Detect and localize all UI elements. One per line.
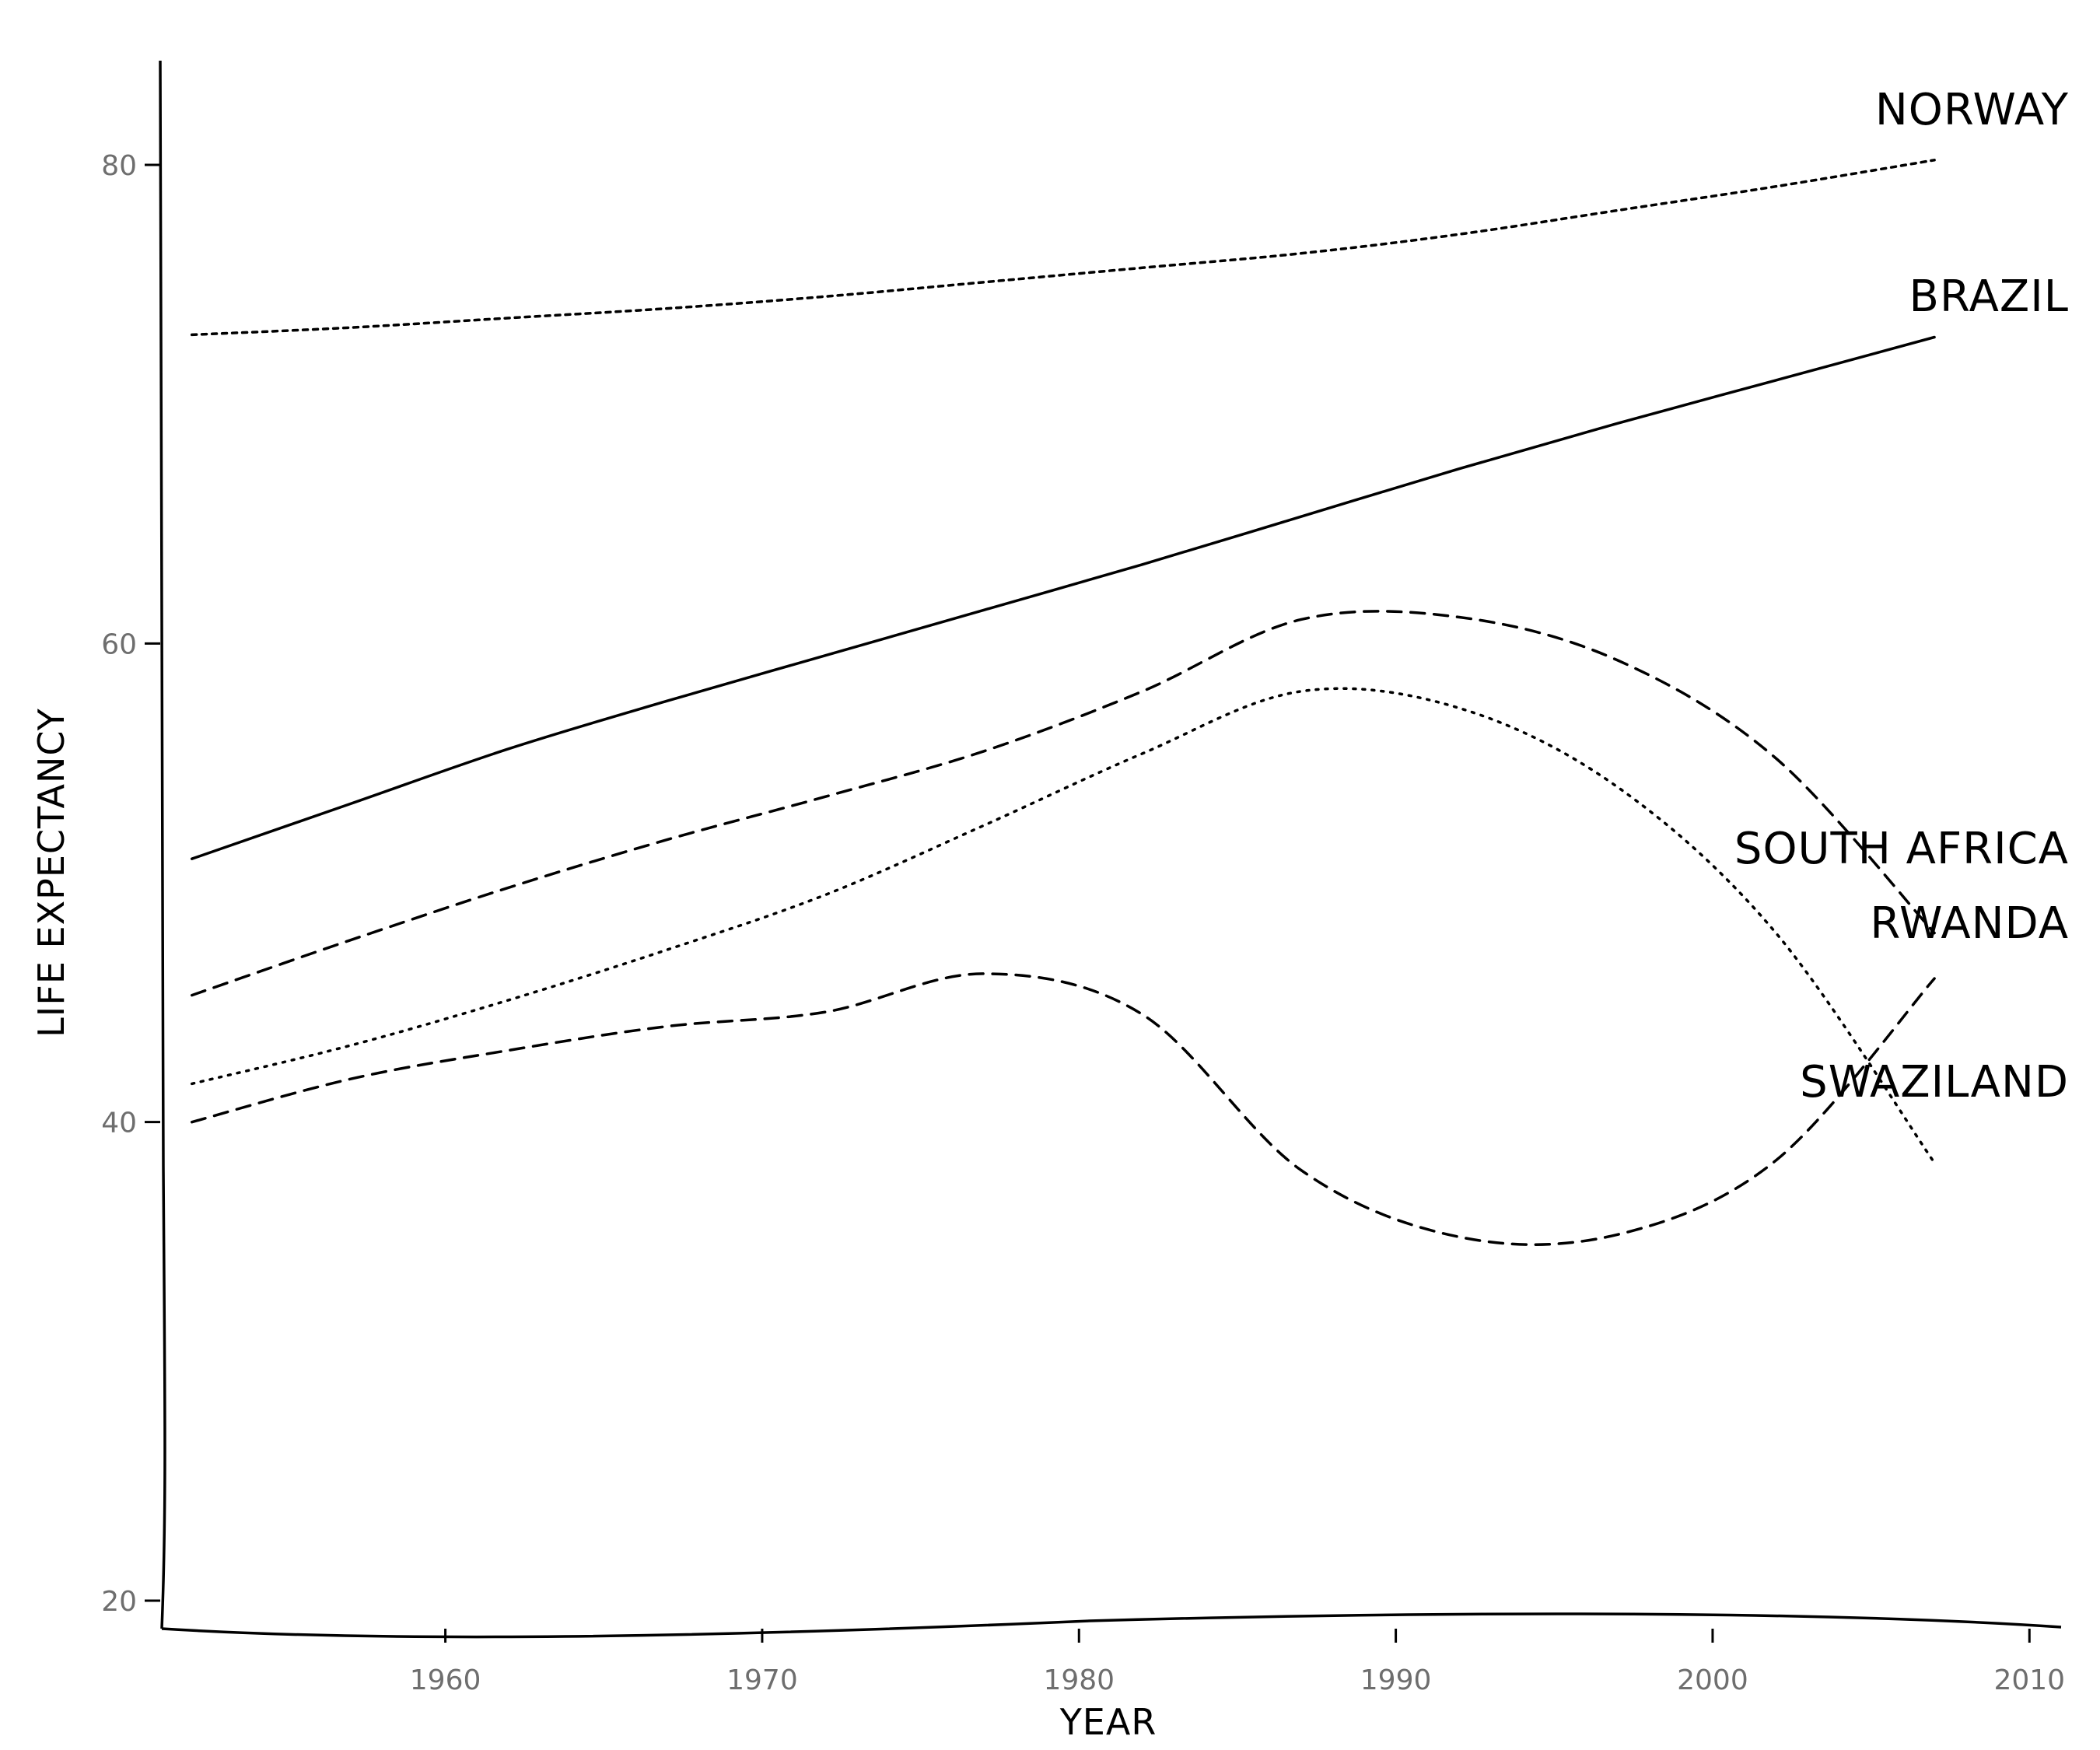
x-tick-label-2000: 2000	[1677, 1664, 1748, 1696]
series-line-norway	[190, 159, 1936, 337]
series-lines	[190, 159, 1936, 1246]
y-tick-label-40: 40	[101, 1108, 137, 1139]
series-line-brazil	[190, 335, 1936, 860]
series-line-swaziland	[190, 687, 1936, 1164]
series-labels: NORWAY BRAZIL SOUTH AFRICA SWAZILAND RWANDA	[1734, 85, 2069, 1108]
x-tick-label-1980: 1980	[1043, 1664, 1115, 1696]
x-ticks: 1960 1970 1980 1990 2000 2010	[410, 1629, 2065, 1696]
x-tick-label-1990: 1990	[1360, 1664, 1432, 1696]
x-tick-label-2010: 2010	[1993, 1664, 2065, 1696]
series-line-south-africa	[190, 610, 1936, 997]
x-tick-label-1960: 1960	[410, 1664, 481, 1696]
y-tick-label-80: 80	[101, 150, 137, 182]
series-label-brazil: BRAZIL	[1909, 271, 2069, 322]
series-label-norway: NORWAY	[1875, 85, 2069, 135]
series-label-south-africa: SOUTH AFRICA	[1734, 824, 2069, 874]
y-axis-line	[159, 60, 166, 1629]
x-axis-line	[161, 1612, 2062, 1639]
y-axis-title: LIFE EXPECTANCY	[30, 708, 72, 1038]
x-tick-label-1970: 1970	[726, 1664, 798, 1696]
series-line-rwanda	[190, 972, 1936, 1246]
y-tick-label-60: 60	[101, 628, 137, 660]
y-tick-label-20: 20	[101, 1586, 137, 1618]
series-label-swaziland: SWAZILAND	[1800, 1057, 2069, 1108]
axes	[159, 60, 2062, 1639]
x-axis-title: YEAR	[1059, 1701, 1157, 1743]
y-ticks: 20 40 60 80	[101, 150, 160, 1618]
series-label-rwanda: RWANDA	[1870, 898, 2069, 949]
